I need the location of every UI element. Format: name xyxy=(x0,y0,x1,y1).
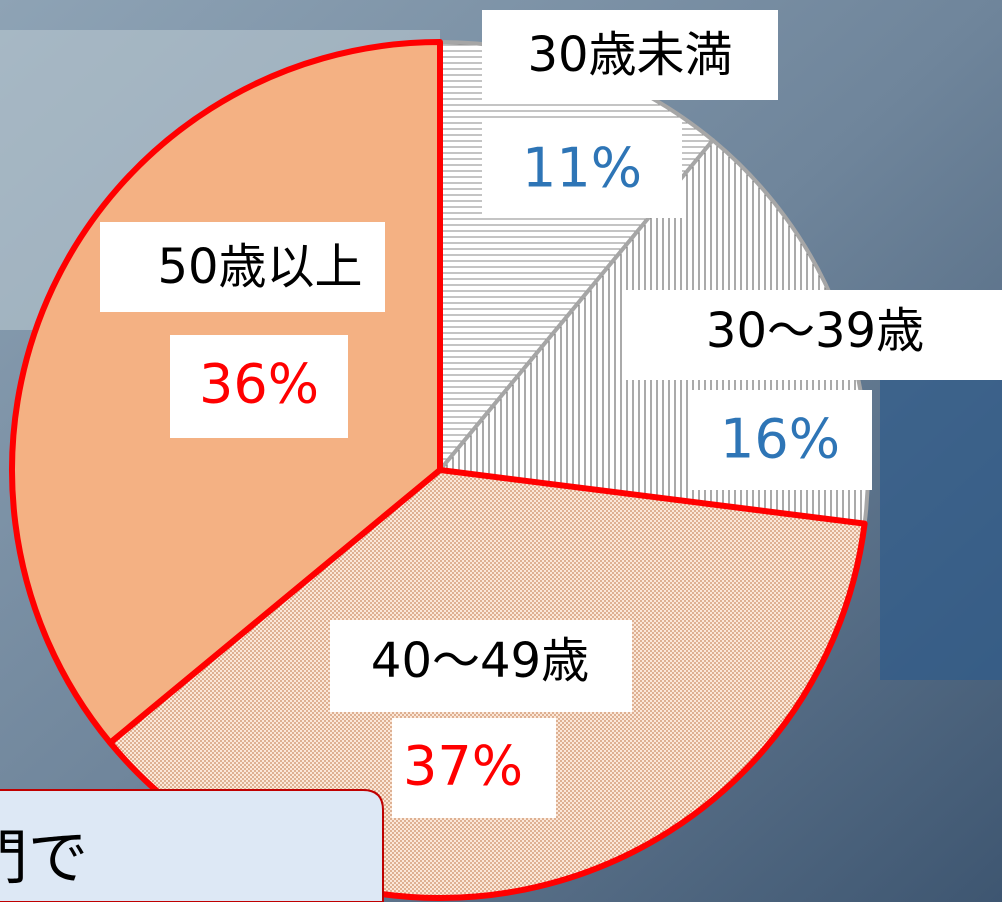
person xyxy=(880,380,1002,680)
value-label: 37% xyxy=(403,735,523,798)
label-box xyxy=(482,10,778,100)
annotation: 門で xyxy=(0,824,88,894)
value-box xyxy=(690,390,872,490)
value-label: 16% xyxy=(720,408,840,471)
value-label: 11% xyxy=(522,137,642,200)
value-box xyxy=(482,120,682,218)
label-box xyxy=(330,620,632,712)
label-box xyxy=(100,222,385,312)
category-label: 30歳未満 xyxy=(527,27,732,83)
value-label: 36% xyxy=(199,353,319,416)
category-label: 30〜39歳 xyxy=(706,303,924,359)
category-label: 50歳以上 xyxy=(157,239,362,295)
labels: 30歳未満 11% 30〜39歳 16% 40〜49歳 37% 50歳以上 36% xyxy=(100,10,1002,818)
value-box xyxy=(392,718,556,818)
label-box xyxy=(625,290,1002,380)
annotation-box xyxy=(0,789,384,902)
category-label: 40〜49歳 xyxy=(371,633,589,689)
value-box xyxy=(170,335,348,438)
